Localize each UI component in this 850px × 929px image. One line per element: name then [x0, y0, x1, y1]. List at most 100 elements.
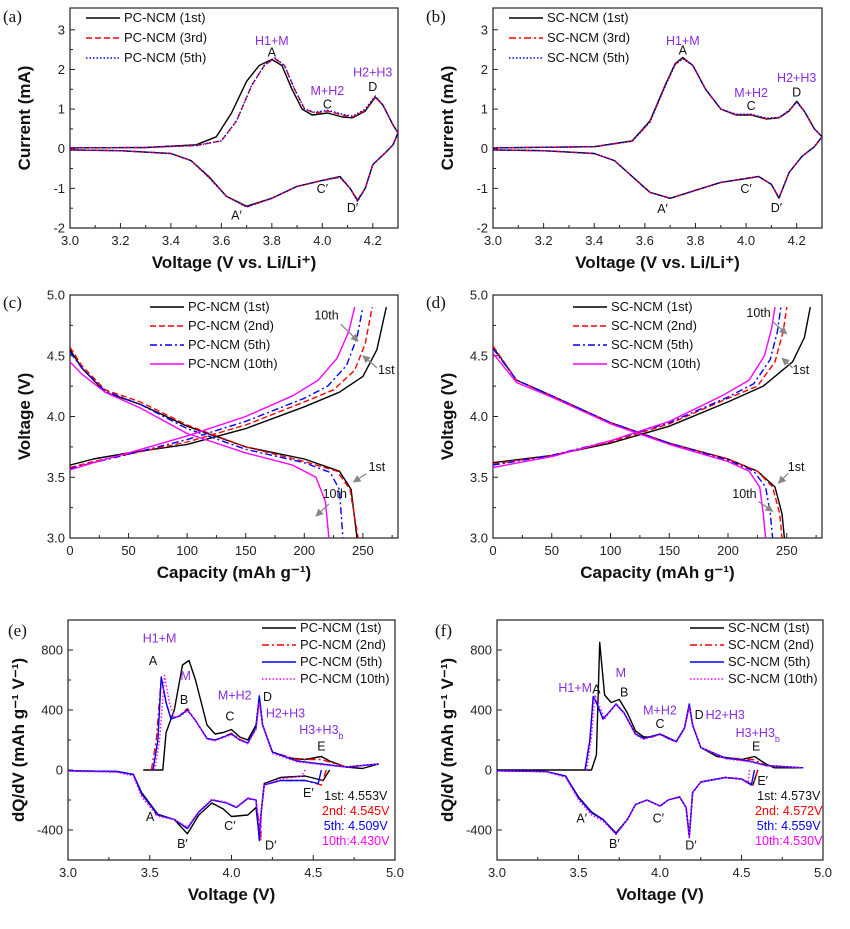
y-tick-label: 0: [56, 763, 63, 778]
series-line-2: [70, 306, 364, 470]
x-axis-label: Voltage (V): [616, 885, 704, 904]
annotation-text: E: [752, 740, 760, 754]
panel-label: (d): [426, 293, 446, 312]
annotation-arrow: [340, 323, 359, 342]
series-line-1: [493, 57, 822, 199]
annotation-label: D: [368, 80, 377, 94]
y-tick-label: -400: [466, 823, 492, 838]
annotation-text: C: [323, 97, 332, 111]
series-line-3: [70, 306, 356, 471]
series-line-1: [493, 306, 788, 465]
x-axis-label: Voltage (V): [188, 885, 276, 904]
legend-entry: PC-NCM (10th): [300, 671, 390, 686]
annotation-text: H1+M: [666, 34, 700, 48]
annotation-text: B′: [609, 837, 620, 851]
y-tick-label: 400: [41, 703, 63, 718]
y-tick-label: 800: [41, 643, 63, 658]
legend-entry: SC-NCM (5th): [547, 50, 629, 65]
annotation-text: E′: [303, 786, 314, 800]
annotation-text: D: [695, 708, 704, 722]
annotation-label: H1+M: [255, 34, 289, 48]
legend-entry: PC-NCM (5th): [300, 654, 382, 669]
x-tick-label: 200: [293, 543, 315, 558]
chart-panel-b: 3.0 3.2 3.4 3.6 3.8 4.0 4.2 -2 -1 0 1 2 3 Voltage (V …: [426, 7, 823, 272]
chart-panel-f: 3.0 3.5 4.0 4.5 5.0 -400 0 400 800 Voltage (V) dQ/…: [435, 619, 832, 904]
annotation-text: H2+H3: [353, 66, 392, 80]
x-tick-label: 3.0: [61, 233, 79, 248]
y-tick-label: 4.0: [47, 409, 65, 424]
annotation-text: D′: [771, 201, 783, 215]
annotation-label: B: [620, 686, 628, 700]
y-tick-label: 4.5: [470, 348, 488, 363]
y-tick-label: -400: [37, 823, 63, 838]
annotation-label: B′: [177, 837, 188, 851]
x-tick-label: 100: [600, 543, 622, 558]
y-tick-label: -2: [476, 221, 488, 236]
annotation-text: M: [181, 669, 191, 683]
annotation-text: A: [268, 45, 277, 59]
annotation-label: B: [180, 693, 188, 707]
x-tick-label: 4.5: [732, 865, 750, 880]
legend-entry: SC-NCM (1st): [728, 620, 810, 635]
y-tick-label: 2: [58, 62, 65, 77]
annotation-label: A: [679, 43, 688, 57]
annotation-arrow: [758, 501, 774, 512]
annotation-text: A′: [657, 202, 668, 216]
x-tick-label: 4.0: [737, 233, 755, 248]
annotation-text: 10th: [314, 308, 338, 322]
annotation-text: H1+M: [255, 34, 289, 48]
annotation-text: 10th: [732, 487, 756, 501]
annotation-label: M+H2: [734, 86, 768, 100]
annotation-label: 1st: [788, 460, 805, 474]
annotation-text: 5th: 4.509V: [324, 819, 389, 833]
annotation-text: D: [263, 690, 272, 704]
x-tick-label: 3.5: [569, 865, 587, 880]
annotation-label: 2nd: 4.572V: [755, 804, 823, 818]
x-tick-label: 50: [121, 543, 135, 558]
plot-frame: [492, 7, 823, 229]
annotation-label: H2+H3: [777, 71, 816, 85]
annotation-label: H3+H3b: [736, 726, 780, 744]
annotation-label: 10th: [314, 308, 338, 322]
x-tick-label: 3.4: [162, 233, 180, 248]
annotation-label: 10th: [323, 487, 347, 501]
x-tick-label: 150: [235, 543, 257, 558]
annotation-text: 1st: [793, 363, 810, 377]
y-tick-label: 3.5: [47, 470, 65, 485]
annotation-label: A: [149, 654, 158, 668]
x-tick-label: 4.0: [651, 865, 669, 880]
annotation-text: C: [655, 717, 664, 731]
x-tick-label: 50: [545, 543, 559, 558]
x-tick-label: 3.0: [59, 865, 77, 880]
annotation-label: D′: [685, 839, 697, 853]
series-discharge-line-3: [493, 352, 767, 538]
legend-entry: PC-NCM (10th): [188, 356, 278, 371]
annotation-arrow: [772, 321, 788, 335]
annotation-label: A′: [231, 208, 242, 222]
x-tick-label: 3.8: [263, 233, 281, 248]
series-discharge-line-1: [70, 346, 359, 538]
annotation-label: 2nd: 4.545V: [322, 804, 390, 818]
legend-entry: SC-NCM (1st): [547, 10, 629, 25]
annotation-arrow: [315, 503, 330, 517]
series-line-0: [143, 659, 379, 771]
y-tick-label: 3.0: [470, 531, 488, 546]
series-line-3: [493, 306, 776, 469]
annotation-label: H1+M: [666, 34, 700, 48]
series-discharge-line-2: [493, 348, 774, 538]
annotation-text: 10th: [746, 306, 770, 320]
annotation-arrow: [352, 473, 367, 483]
legend-entry: PC-NCM (1st): [188, 299, 270, 314]
plot-frame: [69, 7, 399, 229]
x-axis-label: Capacity (mAh g⁻¹): [157, 563, 311, 582]
annotation-text: H1+M: [143, 632, 177, 646]
series-line-3: [154, 674, 379, 771]
y-tick-label: 2: [481, 62, 488, 77]
annotation-text: M+H2: [643, 704, 677, 718]
y-tick-label: 0: [481, 141, 488, 156]
y-axis-label: dQ/dV (mAh g⁻¹ V⁻¹): [438, 658, 457, 822]
y-tick-label: -1: [476, 181, 488, 196]
annotation-label: C: [225, 710, 234, 724]
x-tick-label: 3.0: [488, 865, 506, 880]
x-tick-label: 4.2: [364, 233, 382, 248]
